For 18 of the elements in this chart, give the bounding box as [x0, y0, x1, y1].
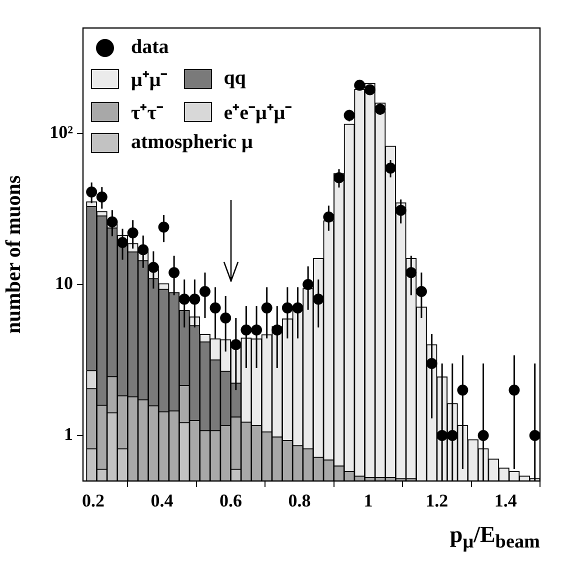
legend-label: data — [131, 36, 169, 59]
x-tick-label: 1.2 — [426, 490, 448, 510]
x-tick-label: 0.4 — [150, 490, 174, 510]
legend-label: atmospheric μ — [131, 131, 253, 154]
x-axis-title: p$_{μ}$/E$_{beam}$ — [450, 522, 540, 554]
x-tick-label: 0.6 — [220, 490, 242, 510]
legend-label: qq — [224, 67, 246, 90]
y-axis-title: number of muons — [1, 175, 26, 334]
x-tick-label: 1 — [364, 490, 373, 510]
y-tick-label: 10² — [50, 122, 73, 142]
y-tick-label: 10 — [55, 273, 73, 294]
legend-label: e⁺e⁻μ⁺μ⁻ — [224, 101, 292, 125]
x-tick-label: 1.4 — [494, 490, 517, 510]
legend-label: μ⁺μ⁻ — [131, 68, 168, 92]
y-tick-label: 1 — [64, 424, 73, 444]
x-tick-label: 0.8 — [288, 490, 311, 510]
x-tick-label: 0.2 — [82, 490, 105, 510]
legend-label: τ⁺τ⁻ — [131, 101, 164, 125]
